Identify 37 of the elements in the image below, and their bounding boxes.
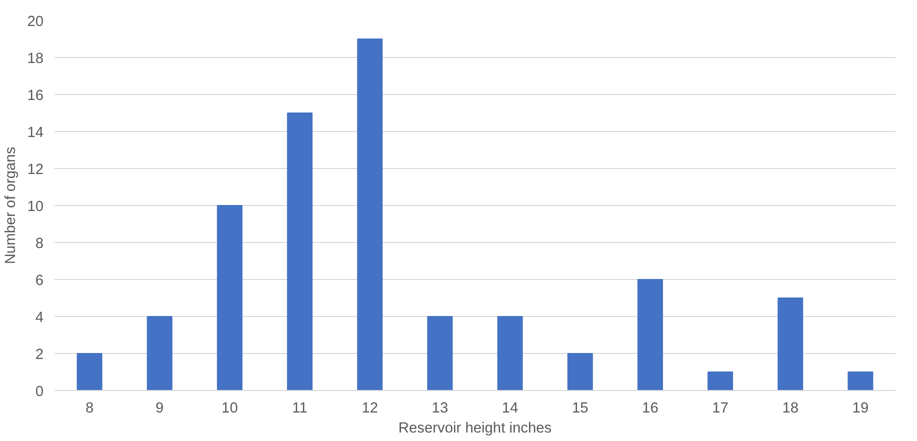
- bar: [146, 316, 172, 390]
- bar: [778, 298, 804, 390]
- x-tick-label: 11: [292, 400, 308, 416]
- bar: [637, 279, 663, 390]
- bar: [216, 205, 242, 390]
- y-tick-label: 2: [35, 347, 44, 363]
- x-axis-title: Reservoir height inches: [398, 420, 552, 436]
- x-tick-label: 17: [712, 400, 728, 416]
- bar: [427, 316, 453, 390]
- x-tick-label: 12: [362, 400, 378, 416]
- bar: [848, 372, 874, 390]
- y-tick-label: 10: [27, 199, 44, 215]
- y-tick-label: 4: [35, 310, 44, 326]
- y-tick-label: 14: [27, 125, 44, 141]
- y-tick-label: 18: [27, 51, 44, 67]
- y-tick-label: 16: [27, 88, 44, 104]
- bar: [357, 38, 383, 390]
- x-tick-label: 16: [642, 400, 658, 416]
- y-tick-label: 6: [35, 273, 44, 289]
- bar: [497, 316, 523, 390]
- bar: [76, 353, 102, 390]
- bar: [567, 353, 593, 390]
- y-tick-label: 12: [27, 162, 44, 178]
- y-tick-label: 8: [35, 236, 44, 252]
- x-tick-label: 14: [502, 400, 518, 416]
- bar: [708, 372, 734, 390]
- x-tick-label: 9: [156, 400, 164, 416]
- x-tick-label: 18: [782, 400, 799, 416]
- bar: [287, 112, 313, 390]
- x-tick-label: 13: [432, 400, 448, 416]
- x-tick-label: 10: [222, 400, 238, 416]
- x-tick-label: 8: [85, 400, 94, 416]
- y-axis-title: Number of organs: [3, 146, 20, 264]
- x-tick-label: 15: [572, 400, 588, 416]
- x-tick-label: 19: [852, 400, 869, 416]
- y-tick-label: 20: [27, 14, 44, 30]
- y-tick-label: 0: [35, 384, 44, 400]
